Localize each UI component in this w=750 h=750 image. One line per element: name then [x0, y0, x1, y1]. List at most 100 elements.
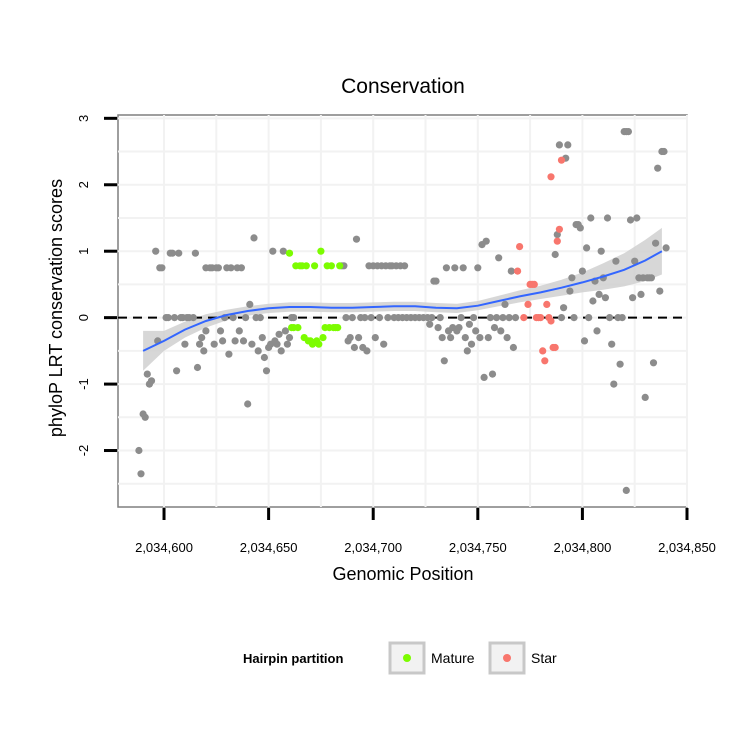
other-point [219, 337, 227, 345]
other-point [384, 314, 392, 322]
other-point [467, 340, 476, 348]
other-point [557, 314, 566, 322]
y-tick-label: 0 [76, 314, 91, 321]
other-point [196, 340, 204, 348]
mature-point [315, 340, 323, 348]
other-point [277, 347, 285, 355]
other-point [606, 314, 614, 322]
x-axis: 2,034,600 2,034,650 2,034,700 2,034,750 2,03… [135, 508, 716, 555]
chart-title: Conservation [341, 75, 465, 98]
other-point [480, 373, 488, 381]
other-point [248, 340, 256, 348]
other-point [626, 216, 635, 224]
star-point [543, 300, 551, 308]
other-point [432, 277, 440, 285]
other-point [509, 343, 517, 352]
other-point [426, 320, 434, 328]
other-point [342, 314, 350, 322]
legend: Hairpin partition Mature Star [243, 641, 557, 675]
y-tick-label: 1 [76, 248, 91, 255]
mature-point [319, 334, 327, 342]
other-point [242, 314, 250, 322]
other-point [438, 334, 446, 342]
star-point [547, 173, 555, 181]
other-point [622, 486, 630, 494]
other-point [637, 290, 645, 298]
other-point [227, 264, 235, 272]
other-point [662, 244, 670, 252]
other-point [624, 128, 633, 136]
other-point [198, 334, 206, 342]
other-point [235, 327, 243, 335]
other-point [631, 257, 639, 265]
other-point [463, 347, 471, 355]
mature-point [294, 324, 302, 332]
other-point [158, 264, 166, 272]
other-point [152, 247, 160, 255]
other-point [375, 314, 384, 322]
other-point [237, 264, 245, 272]
star-point [524, 300, 532, 308]
other-point [555, 141, 564, 149]
smooth-trend-line [142, 250, 663, 352]
other-point [181, 340, 189, 348]
star-point [547, 317, 555, 325]
other-point [597, 247, 605, 255]
other-point [143, 370, 151, 378]
mature-point [285, 249, 294, 257]
other-point [361, 314, 369, 322]
x-tick-label: 2,034,700 [344, 540, 402, 555]
other-point [455, 324, 463, 332]
other-point [193, 363, 202, 372]
other-point [486, 314, 494, 322]
other-point [551, 250, 559, 259]
other-point [447, 334, 455, 342]
other-point [371, 334, 379, 342]
other-point [461, 334, 469, 342]
other-point [490, 324, 499, 332]
other-point [258, 334, 266, 342]
other-point [641, 393, 649, 401]
star-point [539, 347, 547, 355]
other-point [367, 314, 375, 322]
other-point [570, 314, 578, 322]
star-point [537, 314, 545, 322]
other-point [189, 314, 197, 322]
other-point [256, 314, 264, 322]
other-point [250, 234, 258, 242]
mature-point [311, 262, 319, 270]
other-point [511, 314, 520, 322]
x-tick-label: 2,034,800 [553, 540, 611, 555]
other-point [246, 300, 254, 308]
other-point [560, 304, 568, 312]
other-point [652, 239, 660, 247]
other-point [363, 347, 371, 355]
other-point [216, 327, 225, 335]
other-point [273, 340, 281, 348]
other-point [457, 314, 465, 322]
other-point [436, 314, 444, 322]
x-tick-label: 2,034,650 [240, 540, 298, 555]
y-axis-label: phyloP LRT conservation scores [46, 179, 66, 437]
other-point [566, 287, 574, 295]
other-point [595, 290, 603, 298]
other-point [214, 264, 222, 272]
mature-point [302, 262, 310, 270]
other-point [495, 254, 503, 262]
legend-dot-star [503, 654, 511, 662]
other-point [580, 337, 589, 345]
other-point [583, 244, 591, 252]
other-point [585, 314, 593, 322]
other-point [451, 264, 459, 272]
other-point [493, 314, 501, 322]
other-point [484, 334, 492, 342]
x-tick-label: 2,034,750 [449, 540, 507, 555]
x-tick-label: 2,034,850 [658, 540, 716, 555]
other-point [285, 334, 294, 342]
other-point [660, 147, 668, 156]
mature-point [327, 262, 335, 270]
other-point [225, 350, 233, 358]
other-point [647, 274, 656, 282]
x-axis-label: Genomic Position [332, 564, 473, 584]
legend-label-mature: Mature [431, 650, 475, 666]
